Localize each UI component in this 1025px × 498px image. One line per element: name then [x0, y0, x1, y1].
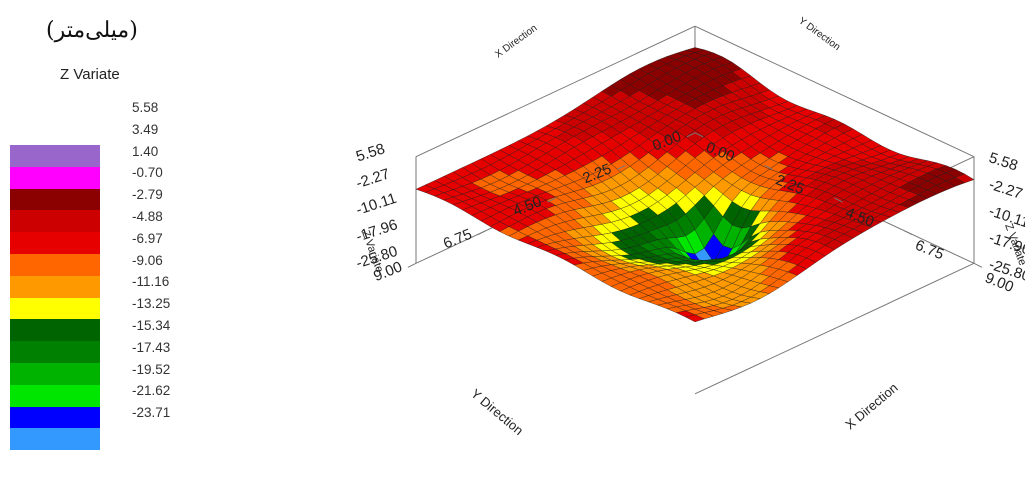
z-tick-label: -10.11 — [354, 190, 399, 219]
legend-title: Z Variate — [60, 66, 120, 83]
surface-cell — [685, 314, 705, 323]
legend-level-label: -17.43 — [132, 339, 171, 355]
y-axis-title: Y Direction — [468, 386, 526, 438]
legend-level-label: -21.62 — [132, 383, 171, 399]
legend-level-label: -2.79 — [132, 187, 163, 203]
legend-level-label: 3.49 — [132, 121, 159, 137]
legend-level-label: -11.16 — [132, 274, 170, 290]
legend-swatch — [10, 406, 100, 429]
y-tick-label: 6.75 — [441, 226, 474, 253]
legend-level-label: -6.97 — [132, 230, 163, 246]
z-tick-label: -17.96 — [354, 216, 400, 245]
legend-level-label: -4.88 — [132, 209, 163, 224]
legend-level-label: -23.71 — [132, 405, 171, 421]
legend-swatch — [10, 428, 100, 451]
legend-swatch — [10, 166, 100, 189]
legend-level-label: -13.25 — [132, 296, 171, 312]
legend-swatch — [10, 210, 100, 233]
y-tick — [617, 165, 626, 170]
legend-swatch — [10, 145, 100, 167]
legend-level-label: -19.52 — [132, 361, 171, 377]
x-tick — [973, 262, 983, 268]
unit-label: (میلی‌متر) — [46, 18, 138, 43]
legend-swatch — [10, 384, 100, 407]
legend-swatch — [10, 254, 100, 276]
y-tick — [407, 262, 417, 268]
surface-mesh — [415, 47, 975, 323]
x-tick — [694, 132, 704, 138]
legend-swatch — [10, 275, 100, 298]
legend-level-label: 1.40 — [132, 143, 159, 159]
y-axis-title-back: Y Direction — [796, 16, 842, 54]
frame-edge — [694, 262, 975, 395]
x-tick — [834, 197, 843, 203]
y-tick — [477, 230, 486, 236]
legend-level-label: 5.58 — [132, 100, 159, 115]
x-tick — [904, 230, 913, 236]
legend-level-label: -15.34 — [132, 318, 171, 333]
legend-swatch — [10, 297, 100, 320]
y-tick — [547, 197, 556, 203]
legend-swatch — [10, 232, 100, 254]
legend-level-label: -0.70 — [132, 165, 163, 181]
legend-swatch — [10, 319, 100, 342]
frame-edge — [694, 25, 975, 158]
x-tick-label: 6.75 — [913, 237, 946, 264]
z-tick-label: -2.27 — [987, 176, 1025, 203]
legend-swatch — [10, 363, 100, 385]
legend-swatch — [10, 188, 100, 211]
x-axis-title: X Direction — [842, 380, 900, 432]
x-tick — [764, 165, 773, 170]
y-tick — [686, 132, 696, 138]
z-tick-label: 5.58 — [354, 140, 387, 165]
frame-edge — [415, 25, 696, 158]
legend-swatch — [10, 341, 100, 363]
legend-level-label: -9.06 — [132, 252, 163, 268]
z-tick-label: 5.58 — [987, 149, 1020, 174]
x-axis-title-back: X Direction — [493, 23, 539, 61]
z-tick-label: -2.27 — [354, 165, 392, 192]
